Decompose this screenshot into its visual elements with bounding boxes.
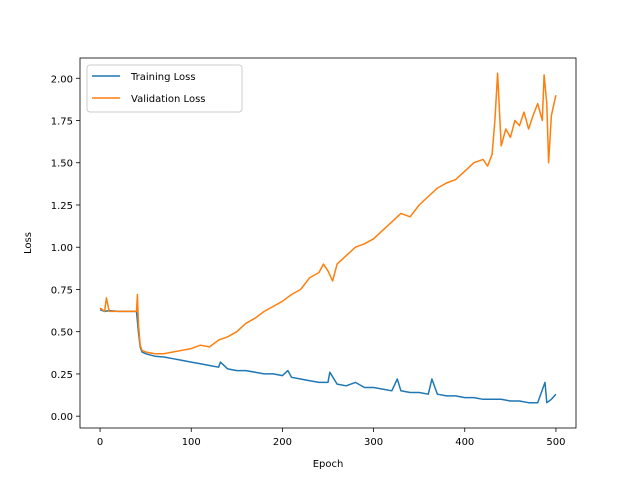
x-tick-label: 300 [364,437,383,448]
legend-label-validation-loss: Validation Loss [131,94,206,105]
legend: Training Loss Validation Loss [86,64,243,113]
series-layer [99,72,557,404]
x-tick-label: 200 [273,437,292,448]
y-tick-label: 1.50 [51,159,73,170]
y-tick-label: 0.50 [51,328,73,339]
legend-box [86,64,243,113]
x-tick-label: 0 [97,437,103,448]
y-tick-label: 0.75 [51,285,73,296]
y-tick-label: 1.25 [51,201,73,212]
x-tick-label: 500 [546,437,565,448]
plot-area [80,58,576,428]
y-axis-label: Loss [23,232,34,254]
series-line-training-loss [99,308,557,404]
y-tick-label: 1.00 [51,243,73,254]
y-tick-label: 1.75 [51,117,73,128]
x-tick-label: 400 [455,437,474,448]
y-axis: 0.00 0.25 0.50 0.75 1.00 1.25 1.50 1.75 2.00 [51,74,80,423]
y-tick-label: 0.00 [51,412,73,423]
x-axis-label: Epoch [313,459,344,470]
x-tick-label: 100 [182,437,201,448]
legend-label-training-loss: Training Loss [130,72,196,83]
y-tick-label: 2.00 [51,74,73,85]
series-line-validation-loss [99,72,557,355]
x-axis: 0 100 200 300 400 500 [97,428,565,448]
axes-frame [79,57,577,429]
y-tick-label: 0.25 [51,370,73,381]
